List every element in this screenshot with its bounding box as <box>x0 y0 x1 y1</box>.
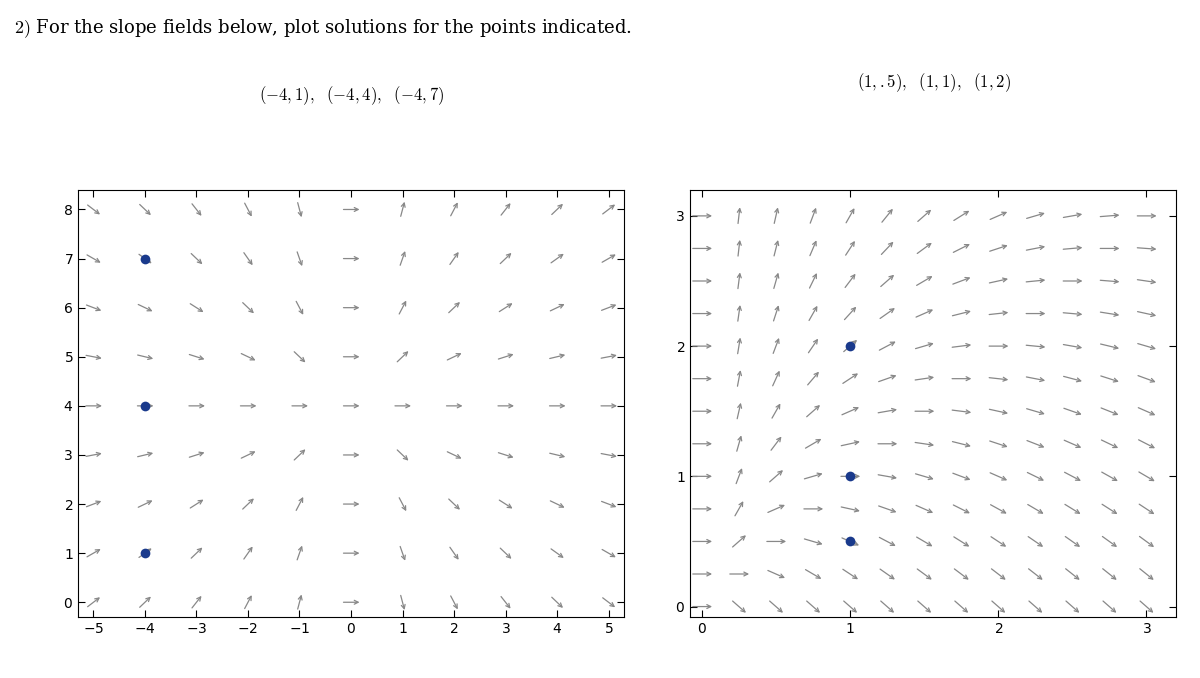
Text: $(-4,1),\ \ (-4,4),\ \ (-4,7)$: $(-4,1),\ \ (-4,4),\ \ (-4,7)$ <box>259 85 444 108</box>
Text: $2)$ For the slope fields below, plot solutions for the points indicated.: $2)$ For the slope fields below, plot so… <box>14 17 632 40</box>
Text: $(1,.5),\ \ (1,1),\ \ (1,2)$: $(1,.5),\ \ (1,1),\ \ (1,2)$ <box>857 71 1010 94</box>
